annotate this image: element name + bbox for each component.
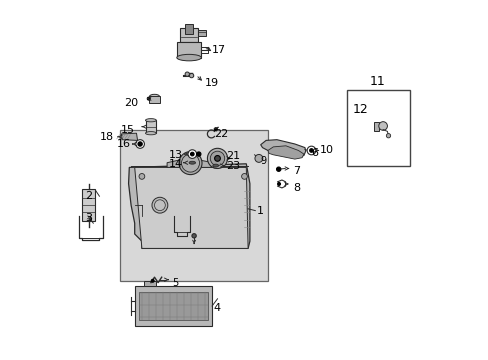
Text: 1: 1 xyxy=(257,206,264,216)
Circle shape xyxy=(190,152,194,156)
Circle shape xyxy=(189,73,193,78)
Circle shape xyxy=(196,152,201,156)
Text: 16: 16 xyxy=(117,139,131,149)
Polygon shape xyxy=(134,167,247,248)
Text: 23: 23 xyxy=(226,161,240,171)
Text: 3: 3 xyxy=(85,213,92,223)
Ellipse shape xyxy=(187,160,197,165)
Circle shape xyxy=(214,156,220,161)
Circle shape xyxy=(138,142,142,146)
Bar xyxy=(179,28,198,42)
Bar xyxy=(198,30,205,36)
Circle shape xyxy=(154,200,165,211)
Bar xyxy=(184,24,192,34)
Bar xyxy=(373,122,379,131)
Circle shape xyxy=(185,72,189,76)
Polygon shape xyxy=(121,133,137,140)
Circle shape xyxy=(210,151,224,166)
Ellipse shape xyxy=(145,119,156,122)
Circle shape xyxy=(214,128,217,131)
Bar xyxy=(145,120,156,133)
Circle shape xyxy=(192,234,196,238)
Bar xyxy=(120,130,267,281)
Text: 18: 18 xyxy=(100,132,114,142)
Circle shape xyxy=(276,167,280,171)
Text: 8: 8 xyxy=(292,183,300,193)
Bar xyxy=(143,281,156,286)
Circle shape xyxy=(241,174,247,179)
Bar xyxy=(149,96,159,103)
Circle shape xyxy=(306,146,315,155)
Ellipse shape xyxy=(211,163,220,168)
Text: 14: 14 xyxy=(169,159,183,169)
Text: 17: 17 xyxy=(212,45,226,55)
Text: 4: 4 xyxy=(213,303,221,313)
Circle shape xyxy=(207,148,227,168)
Bar xyxy=(82,189,95,221)
Text: 21: 21 xyxy=(226,150,240,161)
Bar xyxy=(177,42,201,58)
Text: 11: 11 xyxy=(369,75,385,87)
Polygon shape xyxy=(260,140,305,157)
Text: 5: 5 xyxy=(171,278,178,288)
Bar xyxy=(134,286,212,326)
Text: 22: 22 xyxy=(213,129,228,139)
Ellipse shape xyxy=(212,164,218,167)
Text: 9: 9 xyxy=(260,156,266,166)
Text: 15: 15 xyxy=(121,125,134,135)
Circle shape xyxy=(151,279,154,282)
Circle shape xyxy=(254,154,263,162)
Ellipse shape xyxy=(149,94,159,99)
Bar xyxy=(139,292,207,320)
Circle shape xyxy=(386,134,390,138)
Circle shape xyxy=(139,174,144,179)
Text: 6: 6 xyxy=(310,148,318,158)
Ellipse shape xyxy=(145,132,156,135)
Circle shape xyxy=(136,140,144,148)
Text: 7: 7 xyxy=(292,166,300,176)
Text: 20: 20 xyxy=(124,98,138,108)
Circle shape xyxy=(378,122,386,130)
Circle shape xyxy=(256,156,261,161)
Circle shape xyxy=(277,183,280,185)
Polygon shape xyxy=(128,164,249,248)
Bar xyxy=(346,90,409,166)
Polygon shape xyxy=(267,146,303,159)
Text: 10: 10 xyxy=(320,145,333,156)
Circle shape xyxy=(309,149,313,152)
Circle shape xyxy=(187,150,196,158)
Text: 12: 12 xyxy=(352,103,367,116)
Text: 19: 19 xyxy=(204,78,219,88)
Circle shape xyxy=(181,154,199,172)
Ellipse shape xyxy=(177,54,201,61)
Circle shape xyxy=(152,197,167,213)
Text: 13: 13 xyxy=(169,150,183,160)
Ellipse shape xyxy=(189,161,195,164)
Circle shape xyxy=(147,97,150,100)
Polygon shape xyxy=(167,159,213,167)
Text: 2: 2 xyxy=(85,191,92,201)
Circle shape xyxy=(179,152,202,175)
